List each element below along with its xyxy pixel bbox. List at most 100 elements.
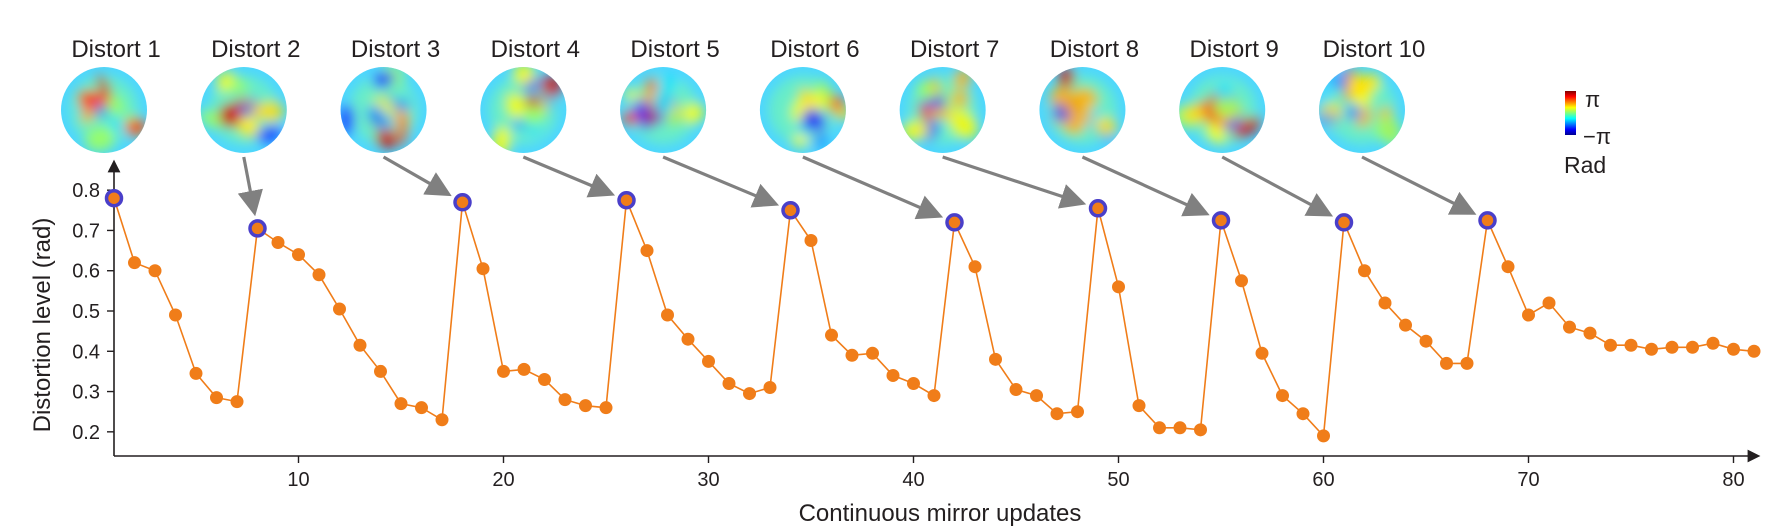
data-point — [1583, 326, 1597, 340]
data-point — [1276, 389, 1289, 403]
data-point — [825, 328, 838, 342]
distortion-map-2: Distort 2 — [200, 36, 300, 153]
x-tick-label: 20 — [492, 469, 514, 491]
x-axis-label: Continuous mirror updates — [799, 500, 1082, 527]
pointer-arrow — [382, 155, 452, 197]
phase-map-pattern — [69, 74, 147, 152]
y-tick-label: 0.2 — [72, 422, 100, 444]
data-point — [743, 387, 756, 401]
highlighted-data-point — [617, 190, 636, 210]
distortion-map-1: Distort 1 — [61, 36, 161, 153]
phase-map-pattern — [622, 74, 704, 145]
data-point — [169, 308, 182, 322]
distortion-maps: Distort 1 Distort 2 Distort 3 Distort 4 Dist… — [61, 36, 1426, 153]
data-point — [1112, 280, 1125, 294]
phase-map-pattern — [1319, 68, 1402, 147]
distortion-label: Distort 2 — [211, 36, 300, 63]
highlighted-data-point — [104, 188, 124, 208]
data-point — [148, 264, 162, 278]
data-point — [1358, 264, 1371, 278]
data-point — [1050, 407, 1064, 421]
phase-map-pattern — [488, 67, 562, 153]
data-point — [1296, 407, 1310, 421]
data-point — [1686, 340, 1699, 354]
pointer-arrow — [942, 155, 1087, 209]
data-point — [1235, 274, 1248, 288]
data-point — [1747, 344, 1761, 358]
x-tick-label: 80 — [1722, 469, 1744, 491]
y-axis-label: Distortion level (rad) — [29, 218, 56, 433]
data-point — [1419, 334, 1433, 348]
distortion-map-4: Distort 4 — [480, 36, 580, 153]
data-point — [907, 377, 920, 390]
data-point — [538, 372, 551, 386]
data-point — [415, 401, 428, 415]
data-point — [292, 248, 305, 262]
data-point — [681, 332, 695, 346]
data-point — [640, 244, 654, 258]
highlighted-data-point — [1334, 213, 1354, 232]
x-ticks: 10 20 30 40 50 60 70 80 — [287, 456, 1745, 491]
data-point — [1255, 346, 1269, 360]
data-point — [230, 395, 244, 409]
data-point — [845, 348, 859, 362]
data-point — [333, 302, 346, 316]
data-point — [722, 377, 736, 390]
distortion-label: Distort 4 — [491, 36, 580, 63]
highlighted-data-point — [945, 213, 964, 232]
pointer-arrow — [1081, 155, 1210, 217]
data-point — [927, 389, 941, 403]
plot-axes — [107, 159, 1761, 463]
pointer-arrow — [1361, 155, 1477, 215]
distortion-label: Distort 9 — [1190, 36, 1279, 63]
distortion-label: Distort 10 — [1323, 36, 1426, 63]
data-point — [763, 381, 777, 395]
data-point — [558, 393, 572, 407]
data-point — [886, 368, 900, 382]
y-tick-label: 0.5 — [72, 301, 100, 323]
pointer-arrows — [237, 155, 1477, 220]
data-point — [476, 262, 490, 276]
pointer-arrow — [237, 156, 263, 217]
phase-map-pattern — [340, 67, 418, 149]
y-tick-label: 0.7 — [72, 220, 100, 242]
data-point — [1440, 356, 1453, 370]
data-points — [104, 188, 1761, 443]
x-tick-label: 50 — [1107, 469, 1129, 491]
data-point — [1153, 421, 1166, 435]
highlighted-data-point — [1088, 199, 1108, 218]
distortion-label: Distort 6 — [770, 36, 859, 63]
data-point — [312, 268, 326, 282]
data-point — [579, 399, 592, 413]
x-tick-label: 10 — [287, 469, 309, 491]
highlighted-data-point — [248, 219, 267, 238]
data-point — [1501, 260, 1515, 274]
data-point — [968, 260, 982, 274]
phase-map-pattern — [901, 68, 978, 145]
phase-map-pattern — [768, 75, 846, 149]
data-point — [1460, 356, 1474, 370]
distortion-map-5: Distort 5 — [620, 36, 720, 153]
data-point — [353, 338, 367, 352]
distortion-map-3: Distort 3 — [340, 36, 440, 153]
data-point — [1563, 320, 1576, 334]
x-tick-label: 60 — [1312, 469, 1334, 491]
data-point — [1665, 340, 1679, 354]
pointer-arrow — [662, 155, 780, 208]
data-point — [1132, 399, 1146, 413]
data-point — [1009, 383, 1023, 397]
y-tick-label: 0.8 — [72, 180, 100, 202]
data-point — [1604, 338, 1617, 352]
data-point — [128, 256, 141, 270]
data-point — [1317, 429, 1330, 443]
highlighted-data-point — [1211, 211, 1231, 230]
data-point — [989, 352, 1002, 366]
y-tick-label: 0.3 — [72, 382, 100, 404]
colorbar-min-label: −π — [1583, 124, 1611, 149]
data-point — [1399, 318, 1412, 332]
data-point — [1194, 423, 1207, 437]
x-tick-label: 40 — [902, 469, 924, 491]
data-point — [374, 364, 387, 378]
data-point — [271, 236, 285, 250]
distortion-map-8: Distort 8 — [1039, 36, 1139, 153]
